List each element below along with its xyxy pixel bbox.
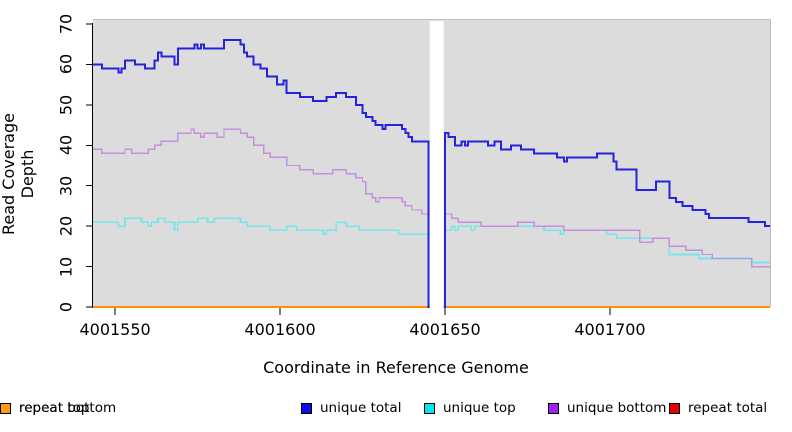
- x-tick-label: 4001550: [79, 320, 151, 339]
- y-tick-label: 60: [56, 54, 76, 75]
- legend-label: repeat top: [19, 400, 90, 416]
- y-tick-label: 40: [56, 135, 76, 156]
- legend-item-repeat-bottom: repeat bottom: [0, 400, 116, 416]
- series-line-unique-total: [93, 39, 770, 308]
- legend-item-unique-bottom: unique bottom: [548, 400, 666, 416]
- legend-item-repeat-total: repeat total: [669, 400, 767, 416]
- y-tick-label: 70: [56, 13, 76, 35]
- unique-total-swatch-icon: [301, 402, 312, 414]
- x-tick-label: 4001700: [574, 320, 646, 339]
- legend-item-unique-top: unique top: [424, 400, 516, 416]
- y-tick-label: 50: [56, 94, 76, 116]
- series-line-unique-bottom: [93, 128, 770, 308]
- legend-label: repeat bottom: [19, 400, 117, 416]
- x-tick-label: 4001600: [244, 320, 316, 339]
- x-axis-title: Coordinate in Reference Genome: [263, 358, 529, 377]
- repeat-total-swatch-icon: [669, 402, 680, 414]
- legend-label: unique bottom: [567, 400, 667, 416]
- legend-label: repeat total: [688, 400, 768, 416]
- y-tick-label: 0: [56, 301, 76, 313]
- unique-top-swatch-icon: [424, 402, 435, 414]
- y-axis-title: Read Coverage Depth: [0, 113, 37, 235]
- series-line-unique-top: [93, 217, 770, 308]
- x-tick-label: 4001650: [409, 320, 481, 339]
- unique-bottom-swatch-icon: [548, 402, 559, 414]
- y-tick-label: 20: [56, 215, 76, 237]
- y-tick-label: 30: [56, 175, 76, 196]
- repeat-bottom-swatch-icon: [0, 402, 11, 414]
- no-data-band: [429, 21, 444, 310]
- legend-label: unique total: [320, 400, 402, 416]
- y-tick-label: 10: [56, 256, 76, 277]
- legend-item-unique-total: unique total: [301, 400, 401, 416]
- legend-label: unique top: [443, 400, 516, 416]
